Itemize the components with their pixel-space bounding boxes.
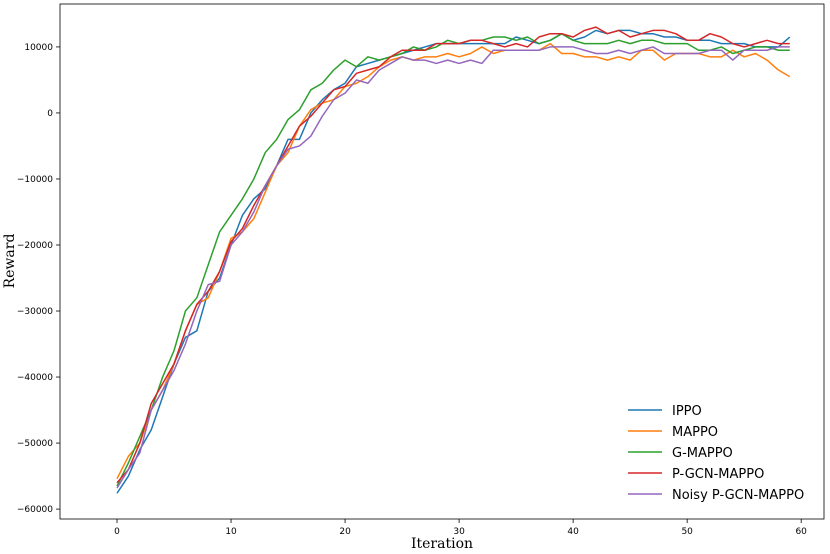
legend-label: IPPO bbox=[672, 404, 702, 419]
plot-area bbox=[59, 3, 825, 520]
x-tick-label: 50 bbox=[681, 527, 693, 537]
y-tick-label: −50000 bbox=[17, 439, 53, 449]
legend-label: MAPPO bbox=[672, 425, 718, 440]
legend: IPPO MAPPO G-MAPPO P-GCN-MAPPO Noisy P-GCN-M… bbox=[628, 404, 804, 503]
y-axis-title: Reward bbox=[2, 234, 18, 289]
series-line-3 bbox=[116, 26, 790, 484]
y-tick-label: −20000 bbox=[17, 241, 53, 251]
legend-label: G-MAPPO bbox=[672, 446, 733, 461]
y-axis-ticks: −60000 −50000 −40000 −30000 −20000 −10000 0 100… bbox=[17, 43, 60, 515]
x-tick-label: 40 bbox=[567, 527, 579, 537]
x-tick-label: 60 bbox=[795, 527, 807, 537]
legend-label: P-GCN-MAPPO bbox=[672, 467, 764, 482]
x-tick-label: 0 bbox=[114, 527, 120, 537]
y-tick-label: −30000 bbox=[17, 307, 53, 317]
y-tick-label: 0 bbox=[47, 109, 53, 119]
x-tick-label: 20 bbox=[339, 527, 351, 537]
y-tick-label: −60000 bbox=[17, 505, 53, 515]
y-tick-label: −40000 bbox=[17, 373, 53, 383]
x-tick-label: 30 bbox=[453, 527, 465, 537]
y-tick-label: 10000 bbox=[24, 43, 53, 53]
series-line-2 bbox=[116, 32, 790, 487]
series-line-4 bbox=[116, 46, 790, 489]
legend-label: Noisy P-GCN-MAPPO bbox=[672, 488, 804, 503]
series-lines bbox=[116, 26, 791, 494]
x-axis-ticks: 0 10 20 30 40 50 60 bbox=[114, 519, 807, 537]
x-axis-title: Iteration bbox=[411, 536, 473, 552]
y-tick-label: −10000 bbox=[17, 175, 53, 185]
x-tick-label: 10 bbox=[225, 527, 237, 537]
